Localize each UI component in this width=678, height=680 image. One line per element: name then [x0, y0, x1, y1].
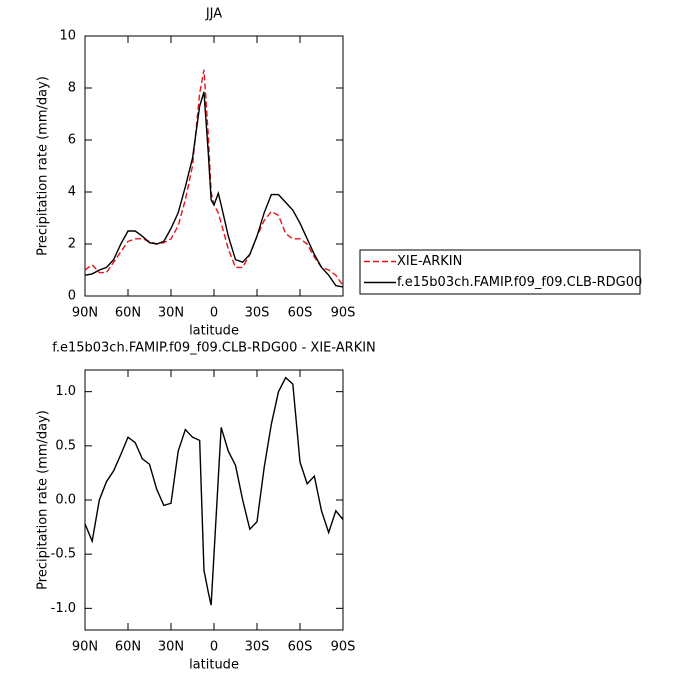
data-line: [84, 376, 344, 606]
x-tick-label: 90S: [331, 306, 356, 321]
plot-frame: [84, 35, 344, 297]
x-tick-label: 60S: [288, 640, 313, 655]
legend-label: XIE-ARKIN: [397, 254, 462, 269]
x-tick-label: 0: [210, 640, 218, 655]
legend-box: [359, 249, 641, 295]
y-tick-label: 6: [68, 133, 76, 148]
y-tick-label: -0.5: [51, 547, 76, 562]
y-axis-label: Precipitation rate (mm/day): [36, 76, 51, 256]
x-axis-label: latitude: [189, 658, 239, 673]
data-line: [84, 91, 344, 288]
y-tick-label: 4: [68, 185, 76, 200]
x-tick-label: 30N: [158, 306, 184, 321]
chart-title: JJA: [205, 7, 222, 22]
y-axis-label: Precipitation rate (mm/day): [36, 410, 51, 590]
x-tick-label: 30S: [245, 306, 270, 321]
y-tick-label: -1.0: [51, 601, 76, 616]
x-axis-label: latitude: [189, 324, 239, 339]
y-tick-label: 2: [68, 237, 76, 252]
x-tick-label: 60N: [115, 306, 141, 321]
chart-title: f.e15b03ch.FAMIP.f09_f09.CLB-RDG00 - XIE…: [52, 341, 376, 356]
y-tick-label: 8: [68, 81, 76, 96]
x-tick-label: 0: [210, 306, 218, 321]
x-tick-label: 30S: [245, 640, 270, 655]
x-tick-label: 60N: [115, 640, 141, 655]
y-tick-label: 0.0: [55, 493, 76, 508]
x-tick-label: 90N: [72, 640, 98, 655]
y-tick-label: 0: [68, 289, 76, 304]
data-line: [84, 69, 344, 286]
y-tick-label: 0.5: [55, 438, 76, 453]
x-tick-label: 90N: [72, 306, 98, 321]
x-tick-label: 90S: [331, 640, 356, 655]
y-tick-label: 1.0: [55, 384, 76, 399]
y-tick-label: 10: [59, 29, 76, 44]
x-tick-label: 60S: [288, 306, 313, 321]
legend-label: f.e15b03ch.FAMIP.f09_f09.CLB-RDG00: [397, 275, 642, 290]
plot-frame: [84, 369, 344, 631]
x-tick-label: 30N: [158, 640, 184, 655]
